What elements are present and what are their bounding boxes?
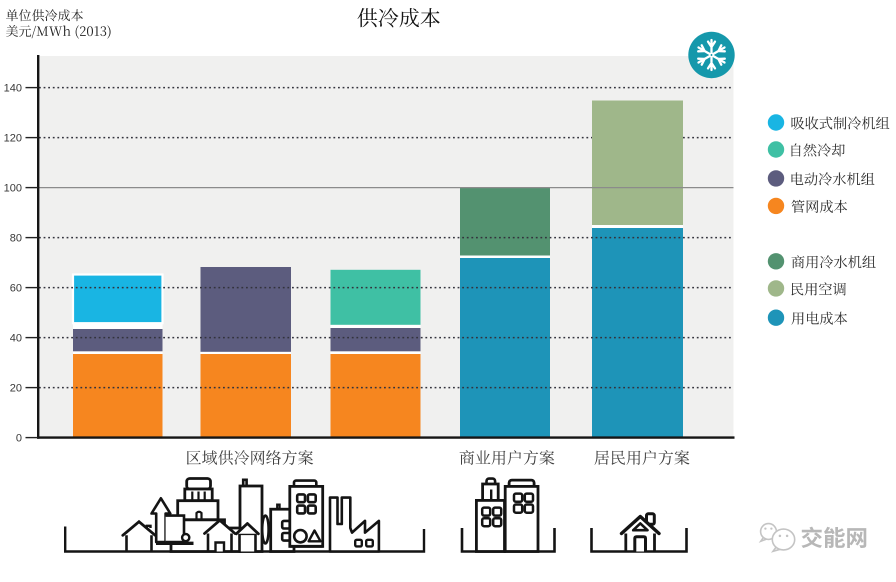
svg-text:20: 20 xyxy=(10,382,22,394)
svg-text:60: 60 xyxy=(10,282,22,294)
svg-text:40: 40 xyxy=(10,332,22,344)
svg-text:80: 80 xyxy=(10,232,22,244)
svg-text:120: 120 xyxy=(4,132,22,144)
svg-text:100: 100 xyxy=(4,182,22,194)
svg-text:0: 0 xyxy=(16,432,22,444)
svg-text:140: 140 xyxy=(4,82,22,94)
